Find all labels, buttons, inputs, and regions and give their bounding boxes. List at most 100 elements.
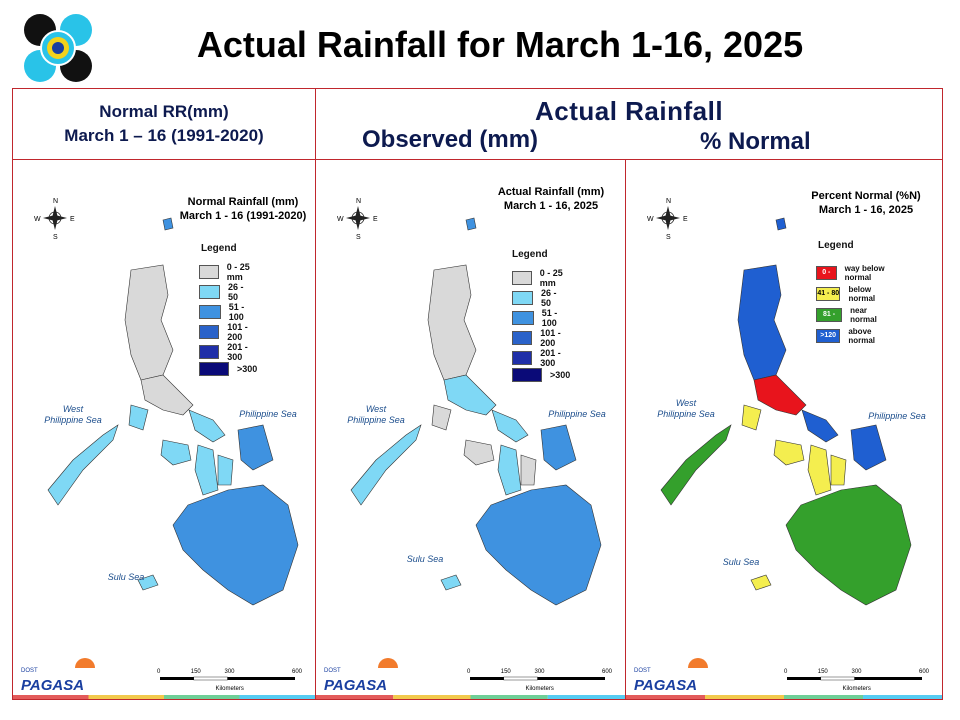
island-cebu (217, 454, 234, 486)
compass-rose-icon: N S E W (34, 198, 75, 241)
island-luzon-north (737, 264, 787, 381)
island-palawan (660, 424, 732, 506)
island-luzon-south (753, 374, 807, 416)
scale-tick-label: 300 (535, 669, 546, 675)
legend-title: Legend (512, 249, 548, 260)
normal-rainfall-map: N S E W 0 150 300 600 Kilometers DOST PAGASA (13, 198, 315, 699)
pagasa-brand-logo: DOST PAGASA (634, 658, 708, 694)
scale-tick-label: 300 (225, 669, 236, 675)
normal-header-box (12, 88, 316, 160)
bottom-color-strip (164, 695, 240, 699)
scale-tick-label: 150 (818, 669, 829, 675)
sea-label-east: Philippine Sea (548, 409, 606, 419)
legend-swatch: 41 - 80 (816, 287, 841, 301)
island-bicol-peninsula (491, 409, 529, 443)
legend-swatch (512, 351, 533, 365)
umbrella-icon (378, 658, 398, 668)
legend-item: 101 - 200 (512, 328, 565, 348)
legend-label: 26 - 50 (228, 282, 244, 302)
legend-label: 101 - 200 (227, 322, 248, 342)
compass-label-s: S (666, 234, 671, 241)
bottom-color-strip (13, 695, 89, 699)
legend-swatch (512, 311, 534, 325)
island-mindanao (475, 484, 602, 606)
compass-rose-icon: N S E W (647, 198, 688, 241)
legend-item: 0 - 25 mm (199, 262, 253, 282)
umbrella-icon (75, 658, 95, 668)
scale-bar: 0 150 300 600 Kilometers (157, 669, 303, 692)
island-cebu (520, 454, 537, 486)
sea-label-sulu: Sulu Sea (406, 554, 444, 564)
legend-item: 81 - 120 near normal (816, 306, 885, 330)
legend-title: Legend (201, 243, 237, 254)
island-batanes (162, 217, 174, 231)
percent-normal-map: N S E W 0 150 300 600 Kilometers DOST PAGASA (626, 198, 942, 699)
legend-label: 201 - 300 (540, 348, 561, 368)
scale-tick-label: 0 (784, 669, 788, 675)
observed-rainfall-map-panel: N S E W 0 150 300 600 Kilometers DOST PAGASA Actua… (315, 159, 626, 700)
sea-label-east: Philippine Sea (868, 411, 926, 421)
scale-tick-label: 600 (602, 669, 613, 675)
island-luzon-north (427, 264, 477, 381)
island-sulu-islands (440, 574, 462, 591)
map-title-line2: March 1 - 16, 2025 (818, 204, 914, 216)
compass-label-n: N (53, 198, 58, 205)
bottom-color-strip (784, 695, 863, 699)
pagasa-brand-logo: DOST PAGASA (324, 658, 398, 694)
normal-rainfall-map-panel: N S E W 0 150 300 600 Kilometers DOST PAGASA Norma… (12, 159, 316, 700)
island-panay (773, 439, 805, 466)
island-sulu-islands (137, 574, 159, 591)
island-luzon-south (443, 374, 497, 416)
observed-header: Observed (mm) (362, 126, 539, 153)
legend-swatch (199, 345, 220, 359)
island-mindoro (741, 404, 762, 431)
island-mindoro (431, 404, 452, 431)
scale-tick-label: 600 (292, 669, 303, 675)
island-samar-leyte (237, 424, 274, 471)
scale-unit-label: Kilometers (526, 686, 554, 692)
normal-header-line1: Normal RR(mm) (99, 102, 229, 121)
island-palawan (47, 424, 119, 506)
scale-bar: 0 150 300 600 Kilometers (467, 669, 613, 692)
brand-name-label: PAGASA (634, 677, 697, 694)
island-panay (463, 439, 495, 466)
island-panay (160, 439, 192, 466)
legend-label: 51 - 100 (228, 302, 245, 322)
scale-tick-label: 150 (191, 669, 202, 675)
compass-label-s: S (356, 234, 361, 241)
actual-rainfall-header: Actual Rainfall (534, 96, 724, 126)
compass-label-w: W (647, 216, 654, 223)
legend-label: way below normal (844, 264, 885, 282)
compass-label-n: N (666, 198, 671, 205)
bottom-color-strip (316, 695, 394, 699)
legend-swatch (512, 368, 542, 382)
pagasa-brand-logo: DOST PAGASA (21, 658, 95, 694)
legend-swatch: >120 (816, 329, 841, 343)
brand-name-label: PAGASA (324, 677, 387, 694)
legend-item: 41 - 80 below normal (816, 285, 885, 303)
compass-rose-icon: N S E W (337, 198, 378, 241)
legend-item: 51 - 100 (512, 308, 565, 328)
legend-swatch (199, 325, 220, 339)
normal-header-line2: March 1 – 16 (1991-2020) (64, 126, 264, 145)
legend-swatch: 81 - 120 (816, 308, 843, 330)
map-title-line1: Percent Normal (%N) (811, 190, 921, 202)
brand-dost-label: DOST (21, 668, 38, 674)
sea-label-west: West Philippine Sea (347, 404, 405, 425)
percent-normal-map-panel: N S E W 0 150 300 600 Kilometers DOST PAGASA Perce… (625, 159, 943, 700)
percent-normal-header: % Normal (700, 128, 811, 155)
legend-swatch (512, 271, 532, 285)
legend-item: 26 - 50 (512, 288, 560, 308)
legend-label: 0 - 25 mm (226, 262, 250, 282)
compass-label-e: E (373, 216, 378, 223)
legend-item: 101 - 200 (199, 322, 252, 342)
legend-label: 26 - 50 (541, 288, 557, 308)
legend-swatch (512, 291, 533, 305)
scale-bar: 0 150 300 600 Kilometers (784, 669, 930, 692)
island-cebu (830, 454, 847, 486)
brand-name-label: PAGASA (21, 677, 84, 694)
legend-swatch (199, 362, 229, 376)
bottom-color-strip (393, 695, 471, 699)
legend-item: >120 above normal (816, 327, 885, 345)
scale-tick-label: 600 (919, 669, 930, 675)
